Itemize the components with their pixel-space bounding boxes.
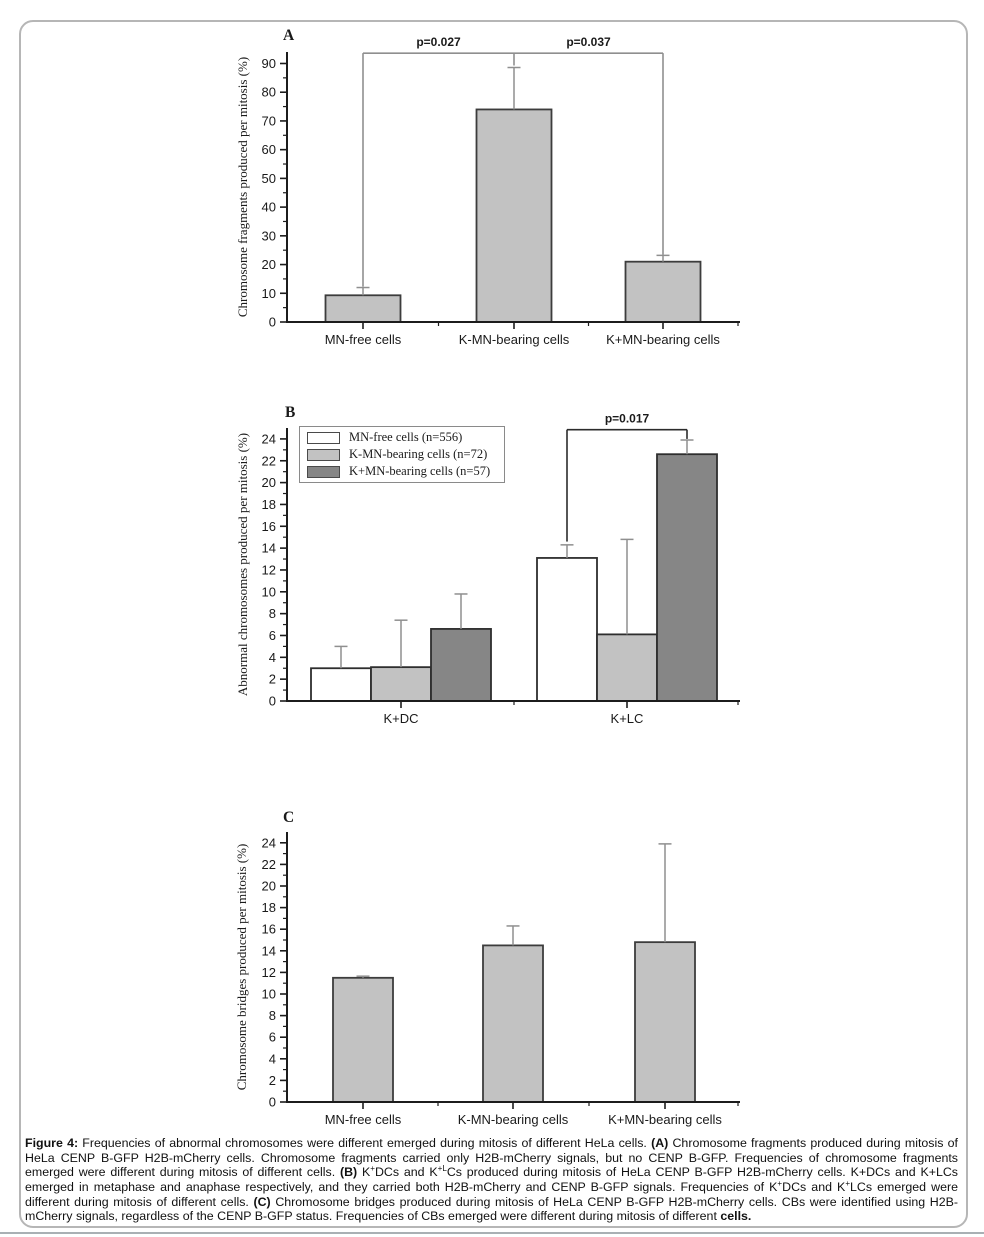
y-tick-label: 60 (262, 142, 276, 157)
figure-caption: Figure 4: Frequencies of abnormal chromo… (25, 1136, 958, 1224)
x-category-label: MN-free cells (325, 1112, 402, 1127)
y-tick-label: 10 (262, 286, 276, 301)
y-tick-label: 18 (262, 497, 276, 512)
legend-label: K-MN-bearing cells (n=72) (349, 447, 488, 462)
panel-letter: A (283, 27, 295, 44)
y-tick-label: 22 (262, 857, 276, 872)
y-tick-label: 20 (262, 257, 276, 272)
caption-segment: (C) (253, 1194, 271, 1209)
legend-swatch-lightgray (307, 448, 340, 461)
x-category-label: K+MN-bearing cells (608, 1112, 722, 1127)
x-category-label: K-MN-bearing cells (459, 332, 570, 347)
caption-segment: cells. (720, 1209, 752, 1224)
chart-a: 0 10 20 30 40 50 60 70 80 90 MN-free cells K-MN-bea… (235, 27, 740, 347)
caption-segment: Chromosome fragments produced during mit… (25, 1136, 958, 1180)
y-tick-label: 50 (262, 171, 276, 186)
bar (370, 666, 432, 702)
bar (634, 941, 696, 1103)
bar (624, 260, 702, 323)
y-tick-label: 14 (262, 541, 276, 556)
bar (310, 667, 372, 702)
y-tick-label: 30 (262, 228, 276, 243)
caption-segment: (A) (651, 1136, 669, 1150)
y-tick-label: 14 (262, 943, 276, 958)
panel-letter: C (283, 809, 294, 826)
y-tick-label: 10 (262, 987, 276, 1002)
significance-label: p=0.017 (605, 412, 650, 426)
y-tick-label: 22 (262, 453, 276, 468)
legend-swatch-darkgray (307, 465, 340, 478)
caption-segment: +L (437, 1164, 447, 1174)
caption-segment: Frequencies of abnormal chromosomes were… (78, 1136, 652, 1150)
y-tick-label: 2 (269, 1073, 276, 1088)
y-tick-label: 70 (262, 113, 276, 128)
legend-label: MN-free cells (n=556) (349, 430, 463, 445)
y-tick-label: 40 (262, 200, 276, 215)
bar (656, 453, 718, 702)
y-tick-label: 10 (262, 584, 276, 599)
y-tick-label: 12 (262, 562, 276, 577)
y-tick-label: 24 (262, 431, 276, 446)
y-tick-label: 6 (269, 628, 276, 643)
bar (430, 628, 492, 702)
y-tick-label: 16 (262, 519, 276, 534)
panel-letter: B (285, 404, 295, 421)
y-tick-label: 20 (262, 475, 276, 490)
x-category-label: K-MN-bearing cells (458, 1112, 569, 1127)
y-tick-label: 90 (262, 56, 276, 71)
caption-segment: Figure 4: (25, 1136, 79, 1150)
x-category-label: K+LC (611, 711, 644, 726)
y-tick-label: 12 (262, 965, 276, 980)
x-category-label: K+DC (383, 711, 418, 726)
caption-segment: + (777, 1178, 783, 1188)
bottom-divider (0, 1232, 984, 1234)
y-tick-label: 18 (262, 900, 276, 915)
bar (536, 557, 598, 702)
caption-segment: + (370, 1164, 375, 1174)
y-tick-label: 80 (262, 85, 276, 100)
y-tick-label: 20 (262, 879, 276, 894)
bar (324, 294, 402, 323)
y-axis-label: Abnormal chromosomes produced per mitosi… (235, 433, 250, 696)
caption-segment: Chromosome bridges produced during mitos… (25, 1194, 959, 1224)
caption-segment: Cs produced during mitosis of HeLa CENP … (25, 1165, 959, 1195)
bar (482, 944, 544, 1103)
bar (596, 633, 658, 702)
legend-row: MN-free cells (n=556) (307, 430, 500, 446)
x-category-label: MN-free cells (325, 332, 402, 347)
y-tick-label: 4 (269, 1051, 276, 1066)
y-tick-label: 0 (269, 694, 276, 709)
legend-swatch-white (307, 431, 340, 444)
y-tick-label: 0 (269, 315, 276, 330)
y-tick-label: 6 (269, 1030, 276, 1045)
legend-row: K+MN-bearing cells (n=57) (307, 464, 500, 480)
y-tick-label: 2 (269, 672, 276, 687)
caption-segment: + (845, 1178, 851, 1188)
legend-row: K-MN-bearing cells (n=72) (307, 447, 500, 463)
y-tick-label: 16 (262, 922, 276, 937)
y-tick-label: 24 (262, 835, 276, 850)
y-axis-label: Chromosome fragments produced per mitosi… (235, 57, 250, 317)
legend-label: K+MN-bearing cells (n=57) (349, 464, 491, 479)
y-tick-label: 0 (269, 1095, 276, 1110)
bar (475, 108, 553, 323)
caption-segment: LCs emerged were different during mitosi… (25, 1180, 958, 1209)
bar (332, 976, 394, 1103)
caption-segment: (B) (339, 1165, 358, 1180)
caption-segment: DCs and K (374, 1165, 438, 1180)
x-category-label: K+MN-bearing cells (606, 332, 720, 347)
y-tick-label: 8 (269, 606, 276, 621)
caption-segment: K (357, 1165, 371, 1180)
y-axis-label: Chromosome bridges produced per mitosis … (234, 844, 249, 1091)
significance-label: p=0.037 (566, 35, 611, 49)
y-tick-label: 4 (269, 650, 276, 665)
significance-label: p=0.027 (416, 35, 461, 49)
y-tick-label: 8 (269, 1008, 276, 1023)
caption-segment: DCs and K (782, 1180, 846, 1195)
chart-b-legend: MN-free cells (n=556) K-MN-bearing cells… (299, 426, 505, 483)
